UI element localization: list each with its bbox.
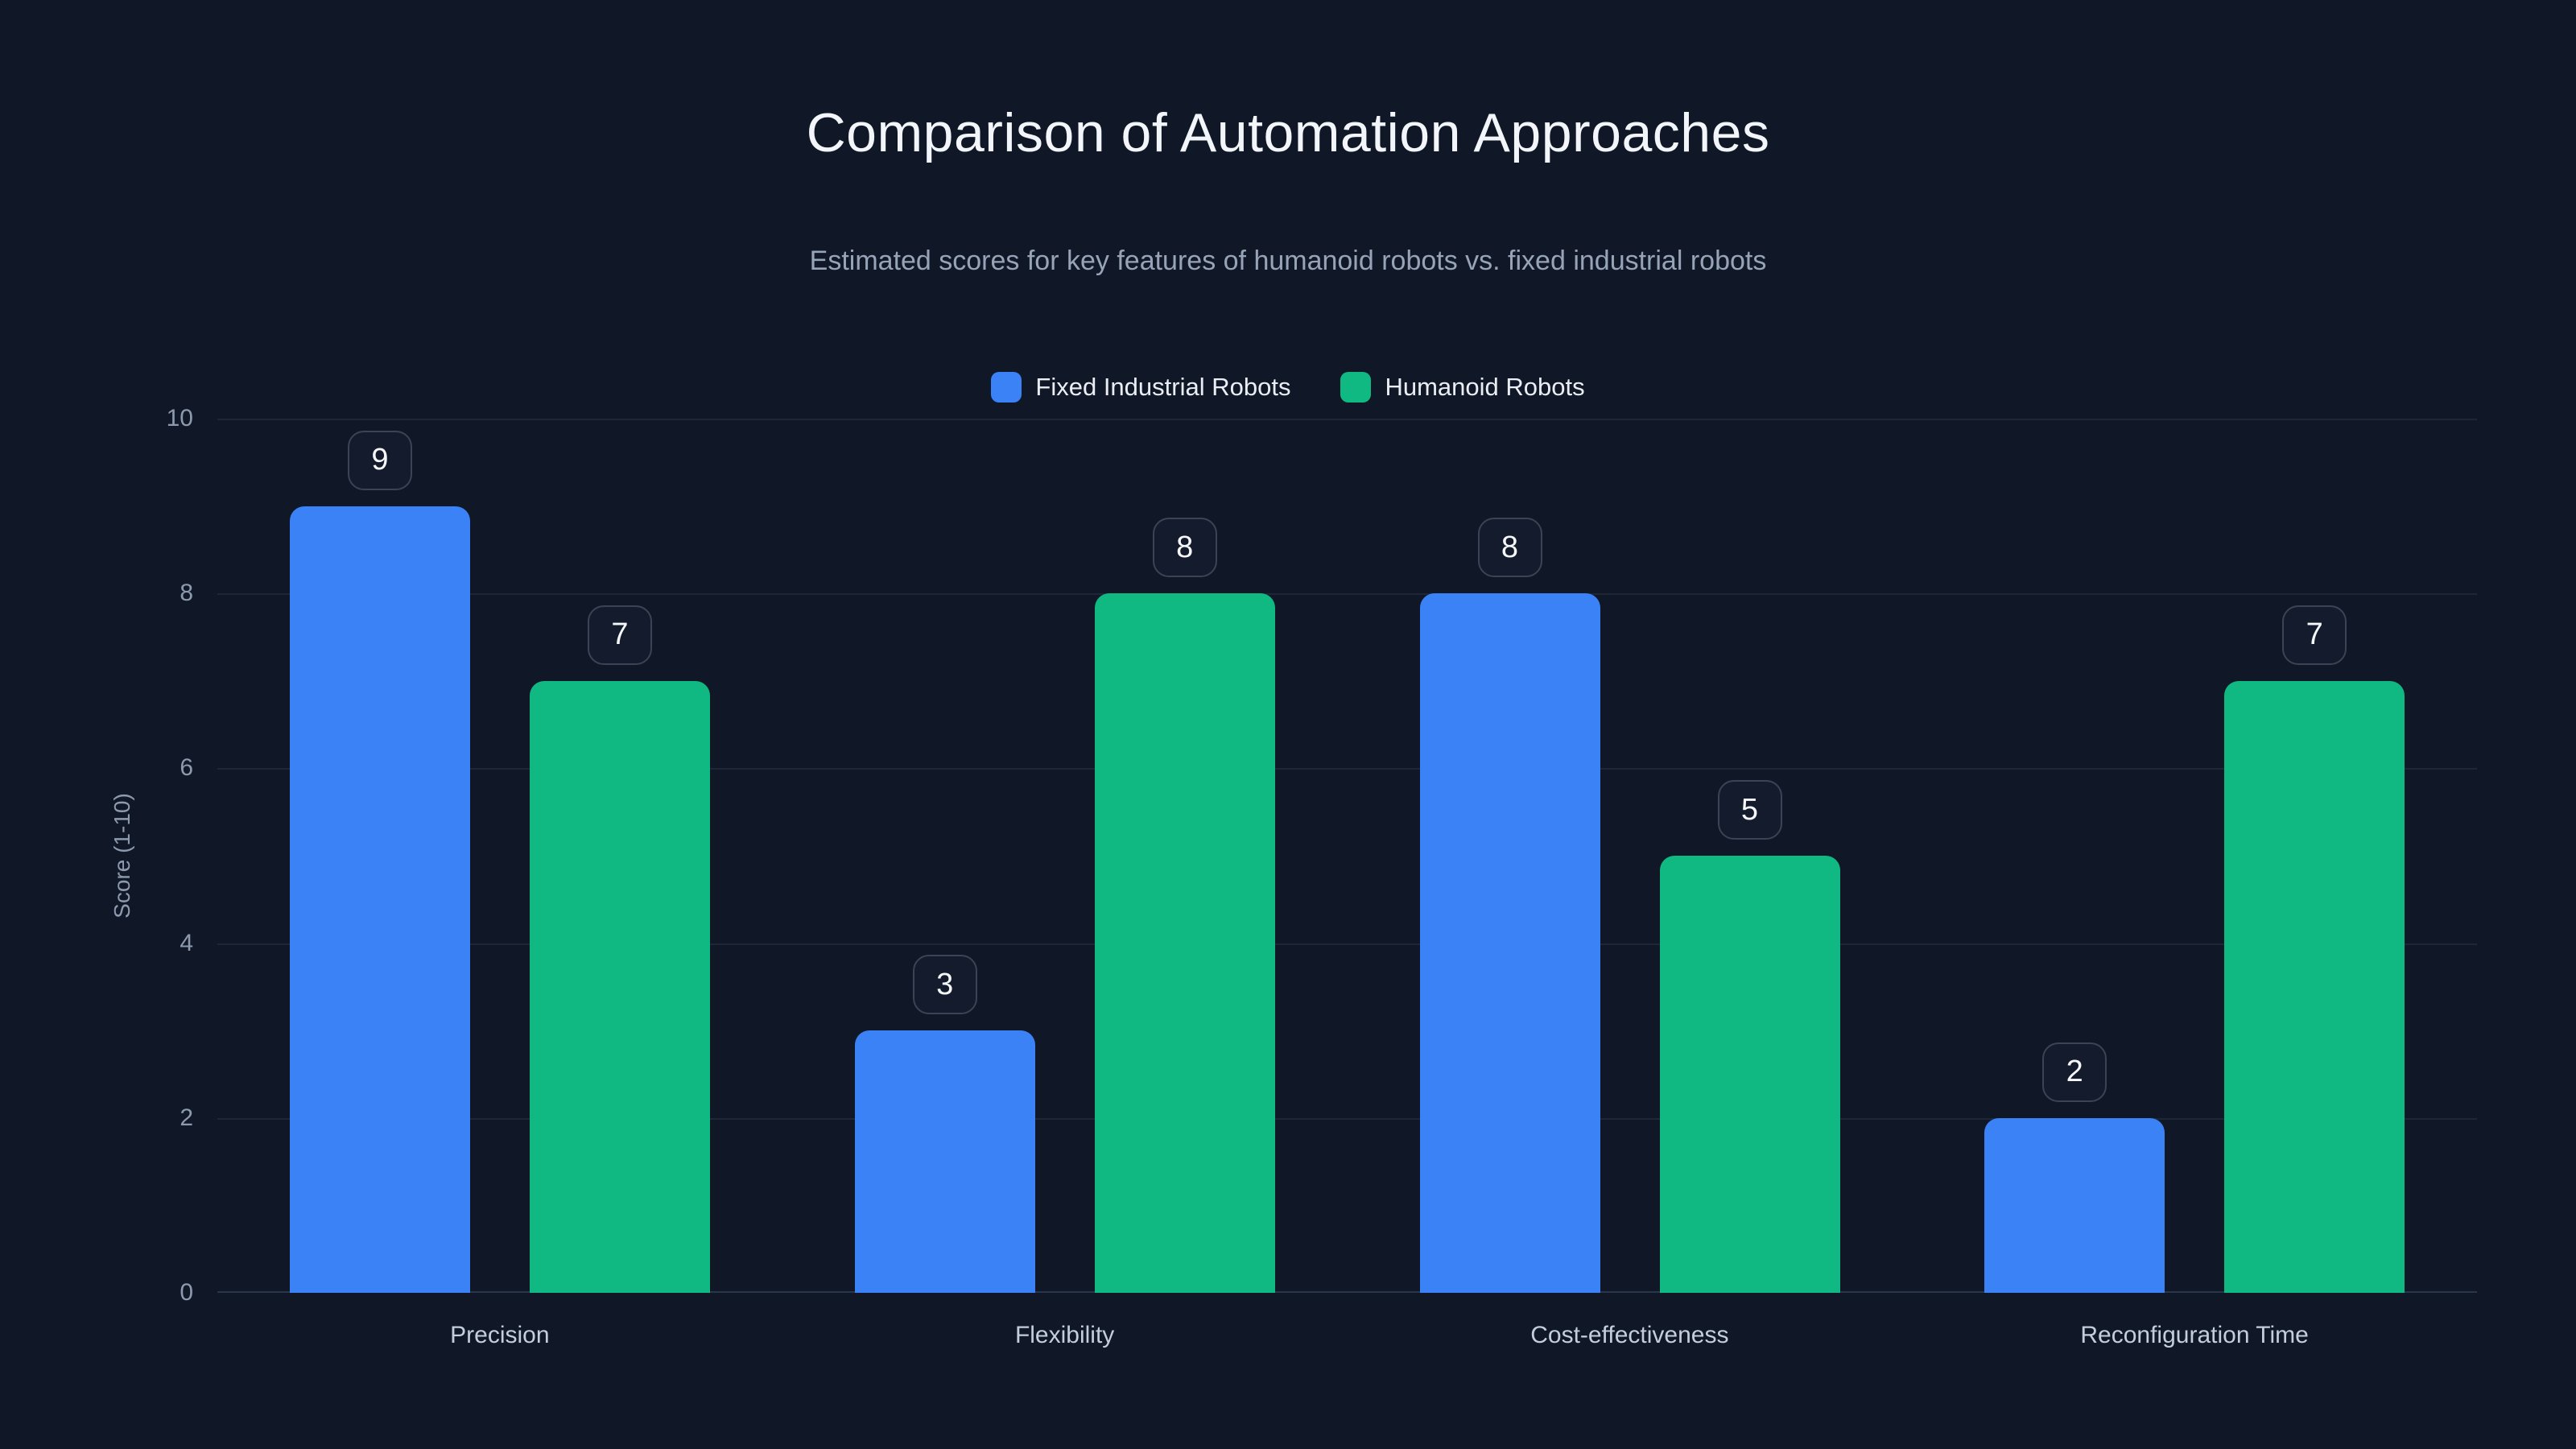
chart-subtitle: Estimated scores for key features of hum…	[809, 246, 1767, 276]
gridline	[217, 419, 2477, 420]
value-badge: 7	[588, 605, 652, 665]
category-label: Cost-effectiveness	[1530, 1322, 1729, 1348]
category-label: Precision	[450, 1322, 550, 1348]
gridline	[217, 943, 2477, 945]
bar[interactable]	[530, 680, 710, 1293]
legend-label: Fixed Industrial Robots	[1035, 373, 1291, 401]
bar[interactable]	[2224, 680, 2405, 1293]
legend: Fixed Industrial Robots Humanoid Robots	[0, 372, 2576, 402]
gridline	[217, 768, 2477, 770]
gridline	[217, 1291, 2477, 1293]
bar[interactable]	[1659, 856, 1840, 1293]
y-tick-label: 6	[180, 754, 193, 782]
legend-swatch-icon	[991, 372, 1022, 402]
legend-item[interactable]: Humanoid Robots	[1340, 372, 1585, 402]
y-tick-label: 10	[166, 405, 193, 431]
value-badge: 3	[912, 955, 977, 1015]
value-badge: 5	[1717, 780, 1782, 840]
value-badge: 9	[348, 430, 412, 490]
bar[interactable]	[854, 1030, 1035, 1293]
y-tick-label: 2	[180, 1104, 193, 1131]
y-tick-label: 0	[180, 1279, 193, 1306]
value-badge: 7	[2282, 605, 2347, 665]
bar[interactable]	[1094, 593, 1275, 1293]
bar[interactable]	[1984, 1117, 2165, 1293]
y-tick-label: 4	[180, 929, 193, 956]
y-axis-title: Score (1-10)	[109, 793, 134, 919]
category-label: Reconfiguration Time	[2080, 1322, 2309, 1348]
gridline	[217, 593, 2477, 596]
chart-title: Comparison of Automation Approaches	[806, 102, 1770, 163]
value-badge: 8	[1152, 518, 1217, 578]
bar[interactable]	[1419, 593, 1600, 1293]
value-badge: 8	[1477, 518, 1542, 578]
legend-swatch-icon	[1340, 372, 1372, 402]
legend-item[interactable]: Fixed Industrial Robots	[991, 372, 1290, 402]
bar[interactable]	[290, 506, 470, 1293]
gridline	[217, 1117, 2477, 1120]
y-tick-label: 8	[180, 580, 193, 607]
category-label: Flexibility	[1014, 1322, 1115, 1348]
legend-label: Humanoid Robots	[1385, 373, 1585, 401]
value-badge: 2	[2042, 1042, 2107, 1102]
